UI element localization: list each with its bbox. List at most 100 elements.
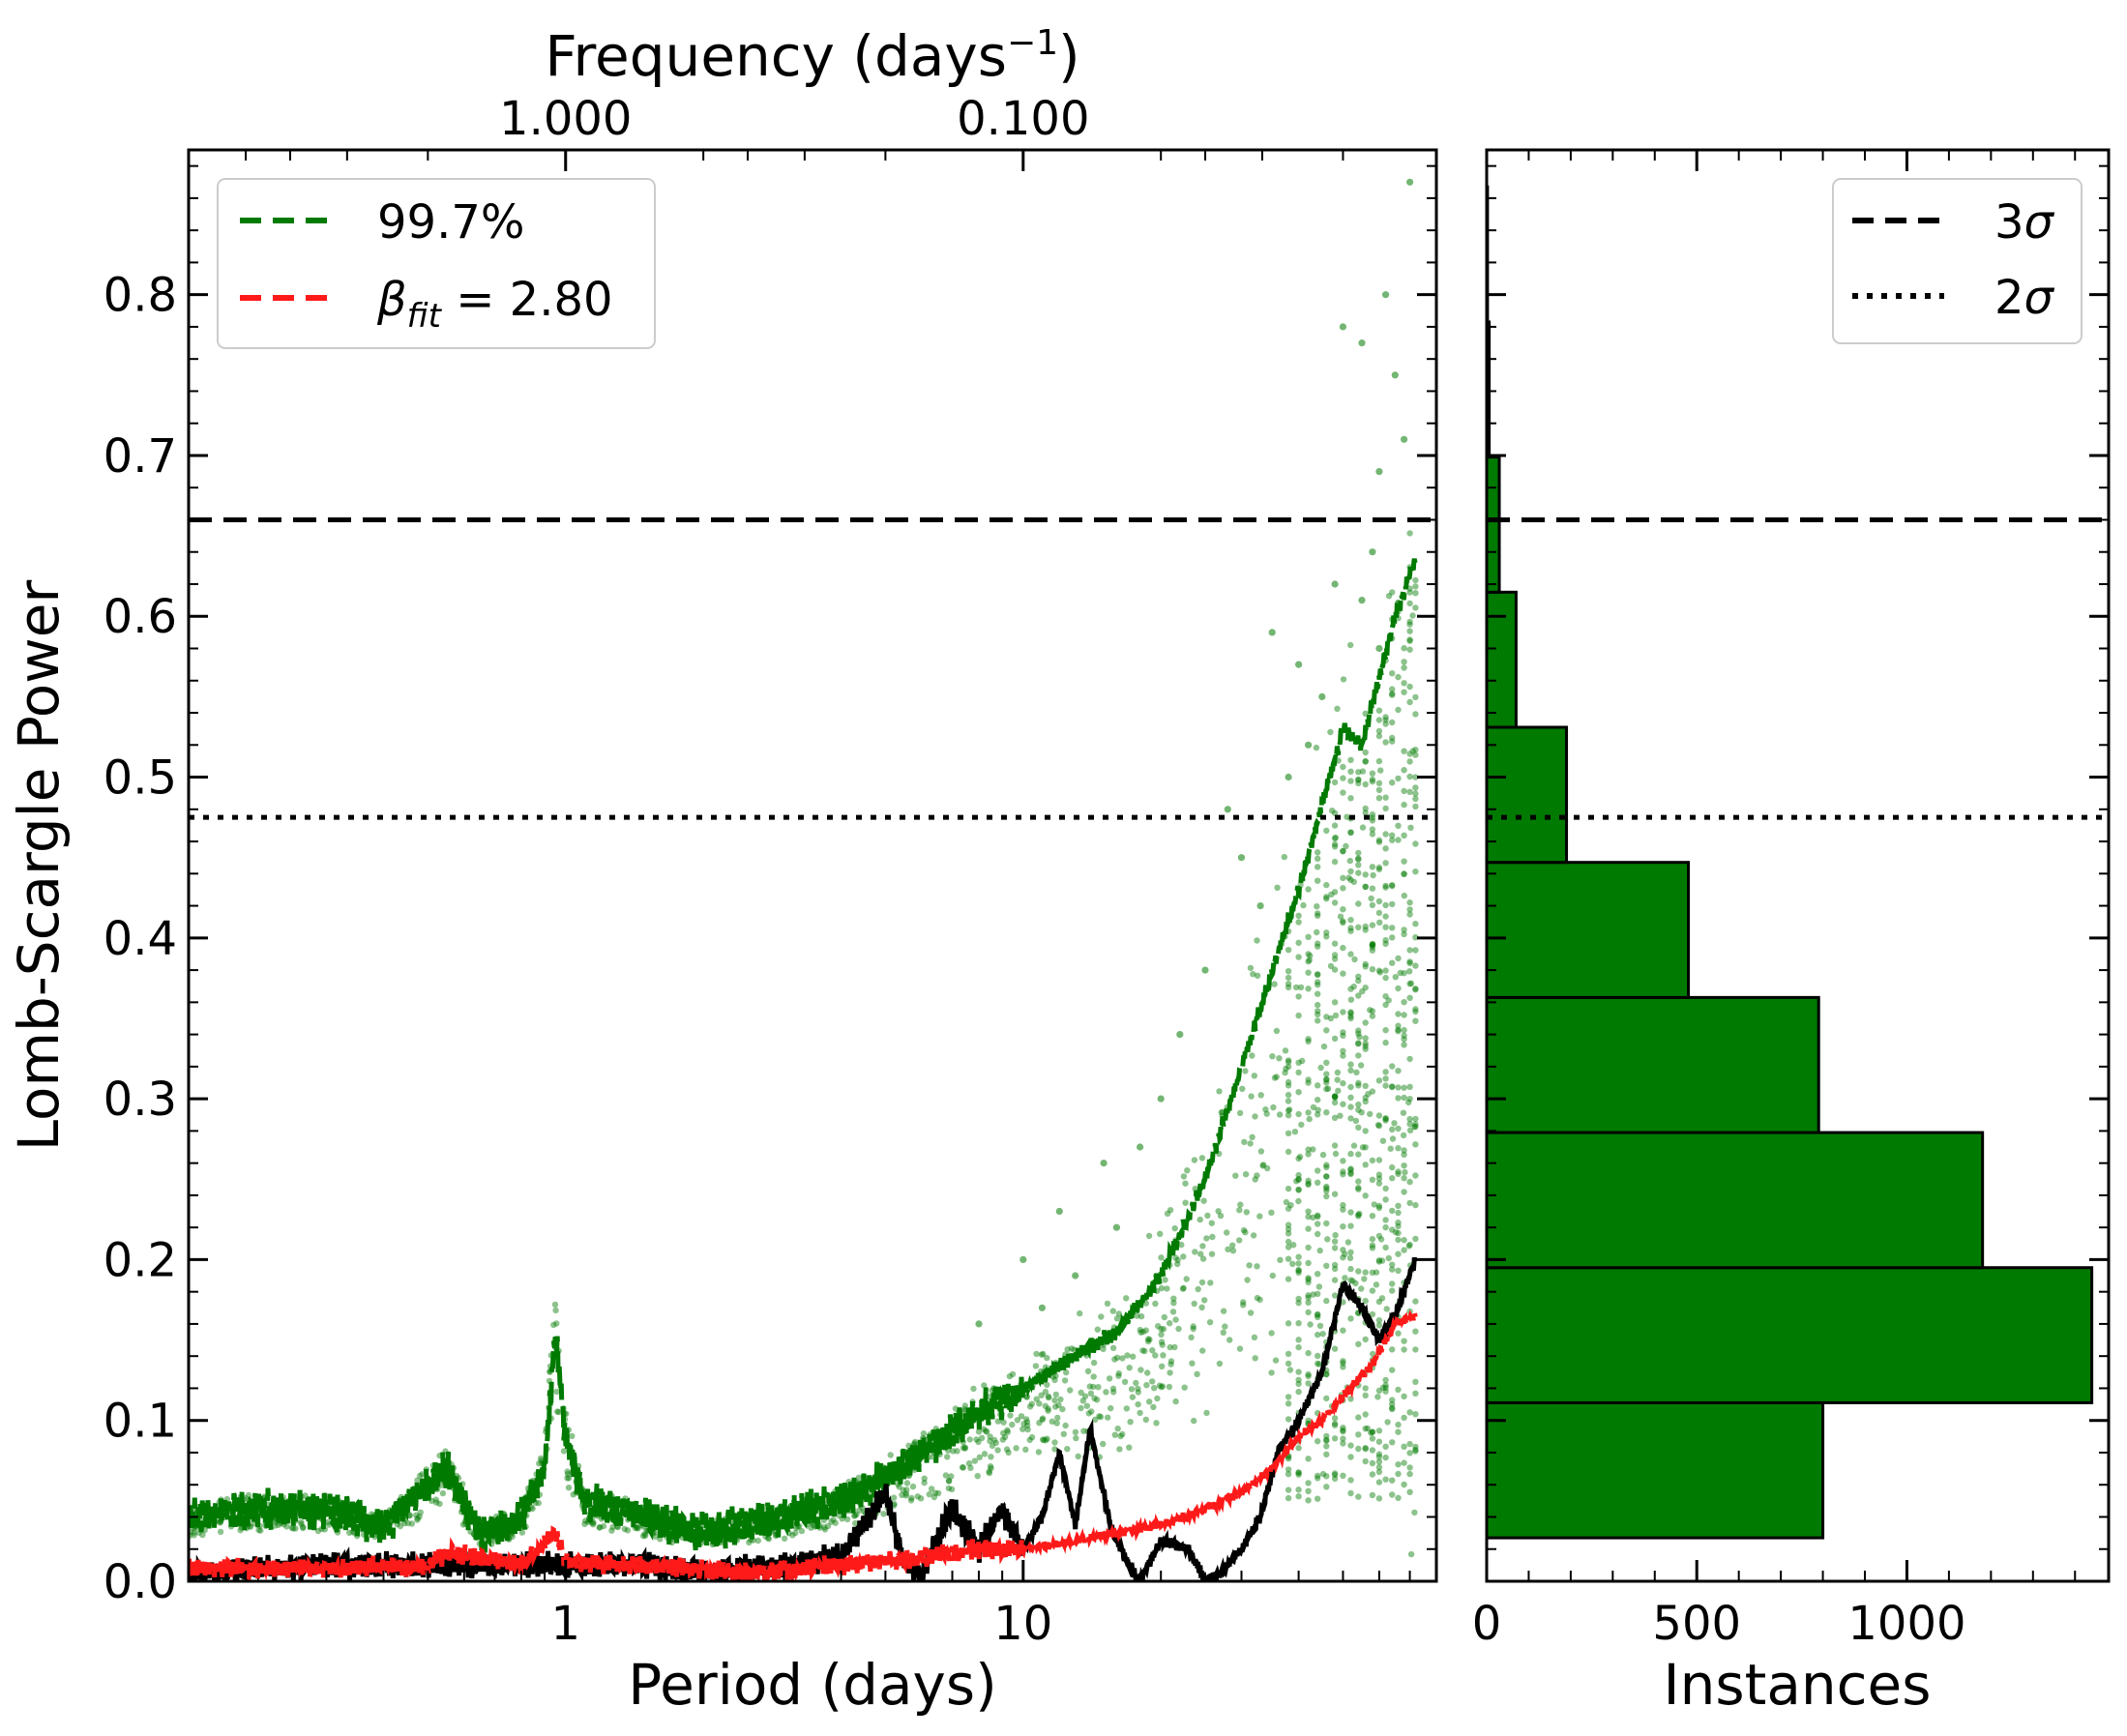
- scatter-point: [1375, 757, 1383, 765]
- scatter-point: [1315, 1360, 1321, 1368]
- scatter-point: [1203, 1409, 1210, 1417]
- scatter-point: [908, 1494, 915, 1502]
- scatter-point: [1331, 779, 1339, 786]
- scatter-point: [1362, 1445, 1369, 1452]
- scatter-point: [1406, 899, 1413, 906]
- scatter-point: [1347, 951, 1354, 957]
- scatter-point: [298, 1520, 305, 1528]
- scatter-point: [1382, 860, 1389, 867]
- scatter-point: [1190, 1323, 1196, 1330]
- scatter-point: [1395, 837, 1402, 843]
- scatter-point: [439, 1489, 447, 1497]
- scatter-point: [1340, 1327, 1346, 1334]
- scatter-point: [1375, 786, 1383, 793]
- scatter-point: [1174, 1256, 1181, 1264]
- scatter-point: [821, 1526, 829, 1533]
- scatter-point: [1156, 1382, 1164, 1389]
- scatter-point-outlier: [975, 1320, 983, 1328]
- scatter-point: [1305, 1497, 1312, 1504]
- scatter-point: [1129, 1394, 1137, 1400]
- scatter-point: [1401, 858, 1407, 865]
- scatter-point: [1094, 1326, 1102, 1333]
- scatter-point: [1315, 1230, 1321, 1238]
- scatter-point: [1347, 1277, 1354, 1283]
- scatter-point: [621, 1525, 628, 1533]
- scatter-point: [1406, 1488, 1413, 1496]
- scatter-point: [1285, 1185, 1292, 1192]
- scatter-point: [1331, 835, 1339, 842]
- scatter-point: [1395, 775, 1402, 782]
- y-tick-label: 0.7: [103, 429, 177, 484]
- scatter-point: [1375, 1463, 1383, 1471]
- scatter-point: [1052, 1403, 1059, 1410]
- scatter-point: [1406, 530, 1413, 537]
- scatter-point: [1374, 1122, 1382, 1129]
- scatter-point: [1401, 748, 1407, 754]
- scatter-point: [1137, 1409, 1143, 1417]
- scatter-point: [1389, 882, 1396, 889]
- scatter-point: [1305, 1244, 1312, 1251]
- scatter-point: [1130, 1353, 1137, 1360]
- scatter-point: [1347, 1169, 1354, 1177]
- scatter-point: [1087, 1390, 1095, 1398]
- scatter-point: [1347, 1209, 1354, 1216]
- scatter-point: [1184, 1167, 1191, 1174]
- scatter-point: [1285, 1130, 1292, 1137]
- scatter-point: [1323, 929, 1330, 936]
- scatter-point: [1123, 1405, 1131, 1412]
- scatter-point: [1412, 962, 1419, 969]
- scatter-point-outlier: [1268, 629, 1276, 636]
- top-tick-label: 1.000: [499, 92, 632, 146]
- scatter-point: [1315, 864, 1321, 870]
- beta-symbol: β: [376, 273, 407, 327]
- scatter-point: [1340, 919, 1346, 927]
- scatter-point: [1347, 925, 1354, 931]
- scatter-point: [1344, 1239, 1352, 1246]
- scatter-point: [1395, 1236, 1402, 1244]
- scatter-point: [1063, 1368, 1070, 1376]
- scatter-point: [1083, 1402, 1091, 1409]
- scatter-point: [1401, 927, 1407, 933]
- scatter-point: [1306, 1115, 1313, 1123]
- scatter-point: [974, 1473, 981, 1480]
- top-tick-label: 0.100: [957, 92, 1089, 146]
- periodogram-clipped-layer: [189, 178, 1436, 1581]
- scatter-point: [1355, 849, 1362, 857]
- scatter-point: [1257, 1148, 1265, 1155]
- scatter-point: [1315, 1167, 1321, 1174]
- scatter-point: [1315, 1221, 1321, 1227]
- scatter-point: [1323, 1192, 1330, 1200]
- scatter-point: [986, 1469, 993, 1477]
- scatter-point: [1355, 1431, 1362, 1438]
- scatter-point: [890, 1494, 898, 1501]
- scatter-point: [1401, 1094, 1407, 1102]
- scatter-point: [1412, 604, 1419, 611]
- scatter-point: [1203, 1235, 1210, 1242]
- scatter-point: [1295, 1493, 1302, 1500]
- scatter-point: [1412, 947, 1419, 954]
- scatter-point: [1389, 1063, 1396, 1070]
- scatter-point: [1307, 1321, 1314, 1328]
- scatter-point: [1406, 1127, 1414, 1134]
- scatter-point: [1324, 1236, 1331, 1243]
- scatter-point: [417, 1472, 424, 1480]
- scatter-point: [1401, 1237, 1407, 1244]
- scatter-point: [1141, 1347, 1148, 1355]
- scatter-point: [1382, 1382, 1389, 1389]
- scatter-point: [1376, 969, 1384, 976]
- scatter-point: [1382, 1039, 1389, 1046]
- scatter-point: [1092, 1416, 1099, 1424]
- scatter-point: [1040, 1436, 1047, 1443]
- scatter-point: [1340, 789, 1346, 796]
- scatter-point: [1331, 999, 1339, 1006]
- scatter-point: [1109, 1385, 1117, 1393]
- scatter-point: [1188, 1334, 1195, 1341]
- scatter-point: [324, 1518, 332, 1526]
- scatter-point: [1236, 1237, 1243, 1244]
- scatter-point: [1401, 664, 1407, 671]
- scatter-point: [828, 1518, 835, 1525]
- scatter-point: [1315, 855, 1321, 862]
- scatter-point: [1382, 794, 1389, 801]
- scatter-point: [1389, 670, 1396, 677]
- scatter-point: [1362, 780, 1369, 788]
